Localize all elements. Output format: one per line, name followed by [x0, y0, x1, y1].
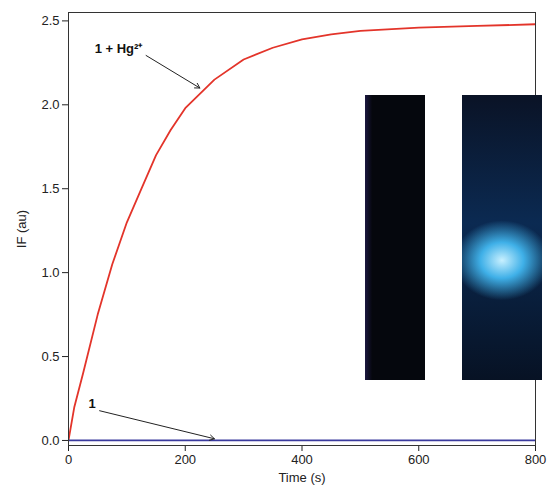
svg-text:1.5: 1.5 [41, 181, 59, 196]
svg-text:0.0: 0.0 [41, 433, 59, 448]
svg-text:IF (au): IF (au) [14, 210, 29, 248]
svg-text:1.0: 1.0 [41, 265, 59, 280]
svg-text:2.0: 2.0 [41, 97, 59, 112]
svg-text:400: 400 [291, 452, 313, 467]
svg-text:600: 600 [408, 452, 430, 467]
svg-text:200: 200 [174, 452, 196, 467]
svg-text:800: 800 [525, 452, 547, 467]
svg-text:2.5: 2.5 [41, 13, 59, 28]
svg-text:0: 0 [65, 452, 72, 467]
svg-text:0.5: 0.5 [41, 349, 59, 364]
svg-text:1: 1 [88, 396, 95, 411]
svg-text:Time (s): Time (s) [278, 470, 325, 485]
svg-text:1 + Hg²⁺: 1 + Hg²⁺ [95, 41, 144, 56]
